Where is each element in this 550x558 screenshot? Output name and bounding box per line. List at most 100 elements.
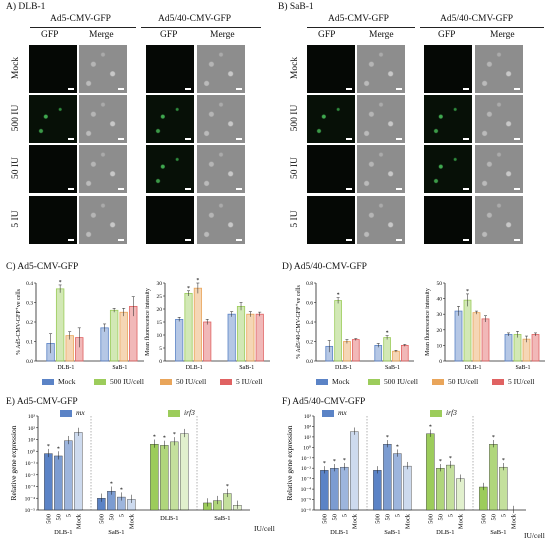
- scale-bar: [346, 138, 352, 140]
- y-tick-label: 0.2: [306, 340, 313, 346]
- legend-d-5-label: 5 IU/cell: [508, 377, 535, 386]
- y-tick-label: 10⁻³: [301, 477, 311, 483]
- y-tick-label: 10: [157, 333, 163, 339]
- category-label: DLB-1: [186, 365, 203, 371]
- a-micrograph-r0-c1: [79, 45, 127, 93]
- bar: [330, 468, 339, 511]
- scale-bar: [463, 88, 469, 90]
- a-micrograph-r0-c0: [29, 45, 77, 93]
- y-tick-label: 20: [157, 307, 163, 313]
- bar: [499, 466, 508, 511]
- bar-label: Mock: [510, 513, 517, 529]
- significance-star: *: [323, 461, 326, 467]
- scale-bar: [68, 239, 74, 241]
- scale-bar: [68, 88, 74, 90]
- bar: [472, 312, 481, 362]
- legend-d-5-swatch: [492, 379, 504, 385]
- panel-f-title: F) Ad5/40-CMV-GFP: [282, 397, 366, 407]
- bar: [489, 444, 498, 511]
- bar: [109, 309, 119, 362]
- bar: [374, 344, 383, 362]
- scale-bar: [236, 138, 242, 140]
- bar: [246, 313, 255, 362]
- bar: [236, 305, 246, 362]
- a-micrograph-r1-c2: [146, 95, 194, 143]
- legend-50-label: 50 IU/cell: [176, 377, 207, 386]
- y-tick-label: 10⁻⁵: [25, 508, 35, 514]
- gene-mx-label-f: mx: [338, 408, 347, 417]
- b-micrograph-r2-c0: [307, 145, 355, 193]
- y-axis-label: Relative gene expression: [9, 425, 18, 500]
- a-micrograph-r1-c1: [79, 95, 127, 143]
- bar: [392, 350, 400, 362]
- legend-500-label: 500 IU/cell: [110, 377, 144, 386]
- b-micrograph-r3-c0: [307, 196, 355, 244]
- y-tick-label: 10: [437, 343, 443, 349]
- col-gfp-1: GFP: [41, 30, 59, 40]
- significance-star: *: [196, 278, 199, 284]
- scale-bar: [185, 138, 191, 140]
- bar: [531, 334, 540, 362]
- category-label: DLB-1: [57, 365, 74, 371]
- bar-label: 5: [341, 514, 348, 517]
- bar-label: Mock: [404, 513, 411, 529]
- y-tick-label: 10¹: [304, 435, 312, 441]
- gene-irf3-label-f: irf3: [446, 408, 457, 417]
- legend-d-50-label: 50 IU/cell: [448, 377, 479, 386]
- bar: [479, 486, 488, 511]
- group-label: SaB-1: [490, 529, 506, 536]
- y-tick-label: 10⁻¹: [25, 461, 35, 467]
- significance-star: *: [466, 289, 469, 295]
- panel-a-construct-2: Ad5/40-CMV-GFP: [158, 14, 232, 24]
- y-axis-label: Mean fluorescence intensity: [144, 288, 151, 356]
- bar-label: 500: [98, 514, 105, 524]
- legend-d-500-swatch: [368, 379, 380, 385]
- y-axis-label: % Ad5/40-CMV-GFP⁺ve cells: [296, 285, 302, 359]
- bar: [44, 453, 53, 511]
- bar: [351, 339, 360, 362]
- panel-a-title: A) DLB-1: [6, 2, 46, 12]
- a-micrograph-r3-c2: [146, 196, 194, 244]
- y-tick-label: 10⁻²: [301, 466, 311, 472]
- bar: [227, 313, 236, 362]
- bar: [54, 455, 63, 511]
- bar: [403, 465, 412, 511]
- legend-50-swatch: [160, 379, 172, 385]
- scale-bar: [118, 239, 124, 241]
- scale-bar: [514, 138, 520, 140]
- a-micrograph-r2-c0: [29, 145, 77, 193]
- bar: [334, 300, 342, 362]
- bar: [193, 287, 202, 362]
- a-micrograph-r0-c3: [197, 45, 245, 93]
- scale-bar: [118, 138, 124, 140]
- bar-label: 50: [55, 514, 62, 521]
- significance-star: *: [153, 435, 156, 441]
- a-micrograph-r3-c1: [79, 196, 127, 244]
- y-tick-label: 5: [159, 346, 162, 352]
- y-tick-label: 0.4: [26, 281, 33, 287]
- bar: [513, 334, 522, 362]
- significance-star: *: [333, 459, 336, 465]
- bar: [343, 341, 351, 362]
- y-tick-label: 10²: [304, 424, 312, 430]
- bar: [350, 431, 359, 511]
- y-tick-label: 40: [437, 297, 443, 303]
- bar-label: 5: [394, 514, 401, 517]
- gene-irf3-label-e: irf3: [184, 408, 195, 417]
- b-micrograph-r2-c3: [475, 145, 523, 193]
- bar: [119, 311, 128, 362]
- bar-label: 5: [65, 514, 72, 517]
- category-label: SaB-1: [239, 365, 254, 371]
- col-gfp-2: GFP: [160, 30, 178, 40]
- significance-star: *: [396, 444, 399, 450]
- legend-500-swatch: [94, 379, 106, 385]
- significance-star: *: [226, 484, 229, 490]
- b-micrograph-r3-c2: [424, 196, 472, 244]
- y-axis-label: % Ad5-CMV-GFP⁺ve cells: [16, 288, 22, 355]
- scale-bar: [514, 239, 520, 241]
- y-tick-label: 10⁻²: [25, 473, 35, 479]
- category-label: SaB-1: [516, 365, 531, 371]
- y-tick-label: 0.0: [306, 359, 313, 365]
- legend-d-mock-label: Mock: [332, 377, 350, 386]
